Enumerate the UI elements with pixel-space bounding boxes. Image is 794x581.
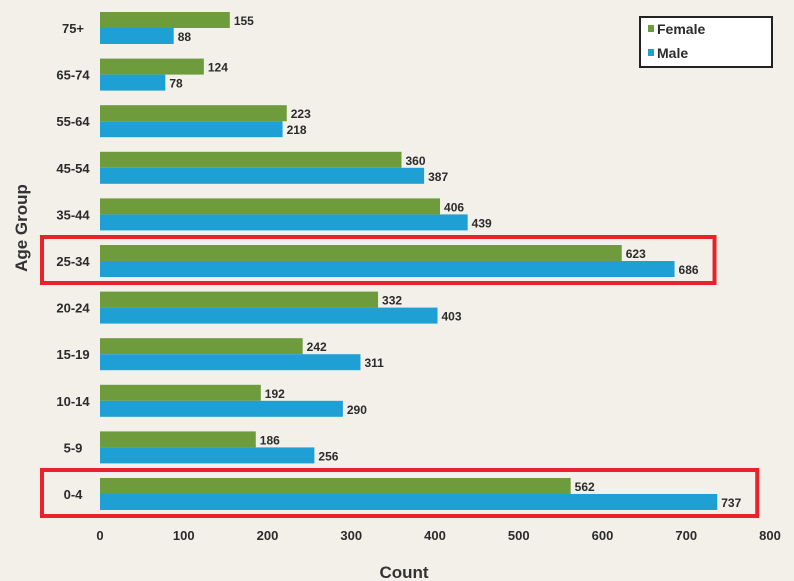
bar-female-0-4 — [100, 478, 571, 494]
data-label-female-15-19: 242 — [307, 340, 327, 354]
x-tick-0: 0 — [96, 528, 103, 543]
category-labels: 75+ 65-74 55-64 45-54 35-44 25-34 20-24 15-19 10… — [56, 21, 90, 502]
category-label-35-44: 35-44 — [56, 207, 90, 222]
data-label-male-45-54: 387 — [428, 170, 448, 184]
x-tick-100: 100 — [173, 528, 195, 543]
x-axis-title: Count — [379, 563, 428, 581]
data-label-male-0-4: 737 — [721, 496, 741, 510]
highlight-box-0-4 — [40, 468, 760, 518]
bar-female-65-74 — [100, 58, 204, 75]
bar-male-15-19 — [100, 354, 361, 371]
category-label-45-54: 45-54 — [56, 161, 90, 176]
data-label-male-75plus: 88 — [178, 30, 192, 44]
data-label-female-45-54: 360 — [406, 154, 426, 168]
x-tick-800: 800 — [759, 528, 781, 543]
x-tick-300: 300 — [340, 528, 362, 543]
data-label-male-5-9: 256 — [318, 449, 338, 463]
bar-male-55-64 — [100, 121, 283, 138]
bar-male-65-74 — [100, 74, 166, 91]
bar-male-35-44 — [100, 214, 468, 231]
data-label-male-20-24: 403 — [442, 310, 462, 324]
data-label-male-65-74: 78 — [169, 77, 183, 91]
category-label-0-4: 0-4 — [64, 487, 84, 502]
bar-male-0-4 — [100, 494, 718, 510]
bar-female-20-24 — [100, 291, 379, 308]
bar-male-20-24 — [100, 307, 438, 324]
x-tick-400: 400 — [424, 528, 446, 543]
bar-male-5-9 — [100, 447, 315, 464]
data-label-female-0-4: 562 — [575, 480, 595, 494]
x-tick-600: 600 — [592, 528, 614, 543]
bar-male-45-54 — [100, 167, 425, 184]
x-tick-700: 700 — [675, 528, 697, 543]
data-label-male-35-44: 439 — [472, 216, 492, 230]
legend-label-male: Male — [657, 45, 688, 61]
data-label-female-25-34: 623 — [626, 247, 646, 261]
bar-male-75plus — [100, 28, 174, 44]
bar-male-10-14 — [100, 400, 343, 417]
data-label-male-55-64: 218 — [287, 123, 307, 137]
legend: Female Male — [639, 16, 773, 68]
bar-female-55-64 — [100, 105, 287, 122]
category-label-55-64: 55-64 — [56, 114, 90, 129]
data-label-male-25-34: 686 — [679, 263, 699, 277]
bar-female-10-14 — [100, 384, 261, 401]
data-label-female-55-64: 223 — [291, 107, 311, 121]
legend-swatch-male — [648, 49, 654, 56]
data-label-female-5-9: 186 — [260, 433, 280, 447]
category-label-25-34: 25-34 — [56, 254, 90, 269]
x-tick-500: 500 — [508, 528, 530, 543]
highlight-boxes — [40, 235, 760, 518]
category-label-15-19: 15-19 — [56, 347, 89, 362]
data-label-male-10-14: 290 — [347, 403, 367, 417]
bar-female-5-9 — [100, 431, 256, 448]
data-label-female-10-14: 192 — [265, 387, 285, 401]
bar-female-45-54 — [100, 151, 402, 168]
y-axis-title: Age Group — [12, 184, 31, 272]
category-label-5-9: 5-9 — [64, 440, 83, 455]
data-label-female-75plus: 155 — [234, 14, 254, 28]
x-tick-200: 200 — [257, 528, 279, 543]
legend-box — [639, 16, 773, 68]
bar-female-25-34 — [100, 245, 622, 261]
category-label-75plus: 75+ — [62, 21, 84, 36]
bar-female-15-19 — [100, 338, 303, 355]
bar-female-75plus — [100, 12, 230, 28]
category-label-20-24: 20-24 — [56, 301, 90, 316]
legend-swatch-female — [648, 25, 654, 32]
data-label-female-20-24: 332 — [382, 294, 402, 308]
data-label-female-35-44: 406 — [444, 200, 464, 214]
data-label-male-15-19: 311 — [364, 356, 384, 370]
data-label-female-65-74: 124 — [208, 61, 228, 75]
category-label-10-14: 10-14 — [56, 394, 90, 409]
category-label-65-74: 65-74 — [56, 68, 90, 83]
x-tick-labels: 0 100 200 300 400 500 600 700 800 — [96, 528, 780, 543]
highlight-box-25-34 — [40, 235, 717, 285]
bar-male-25-34 — [100, 261, 675, 277]
bar-female-35-44 — [100, 198, 441, 215]
legend-label-female: Female — [657, 21, 705, 37]
